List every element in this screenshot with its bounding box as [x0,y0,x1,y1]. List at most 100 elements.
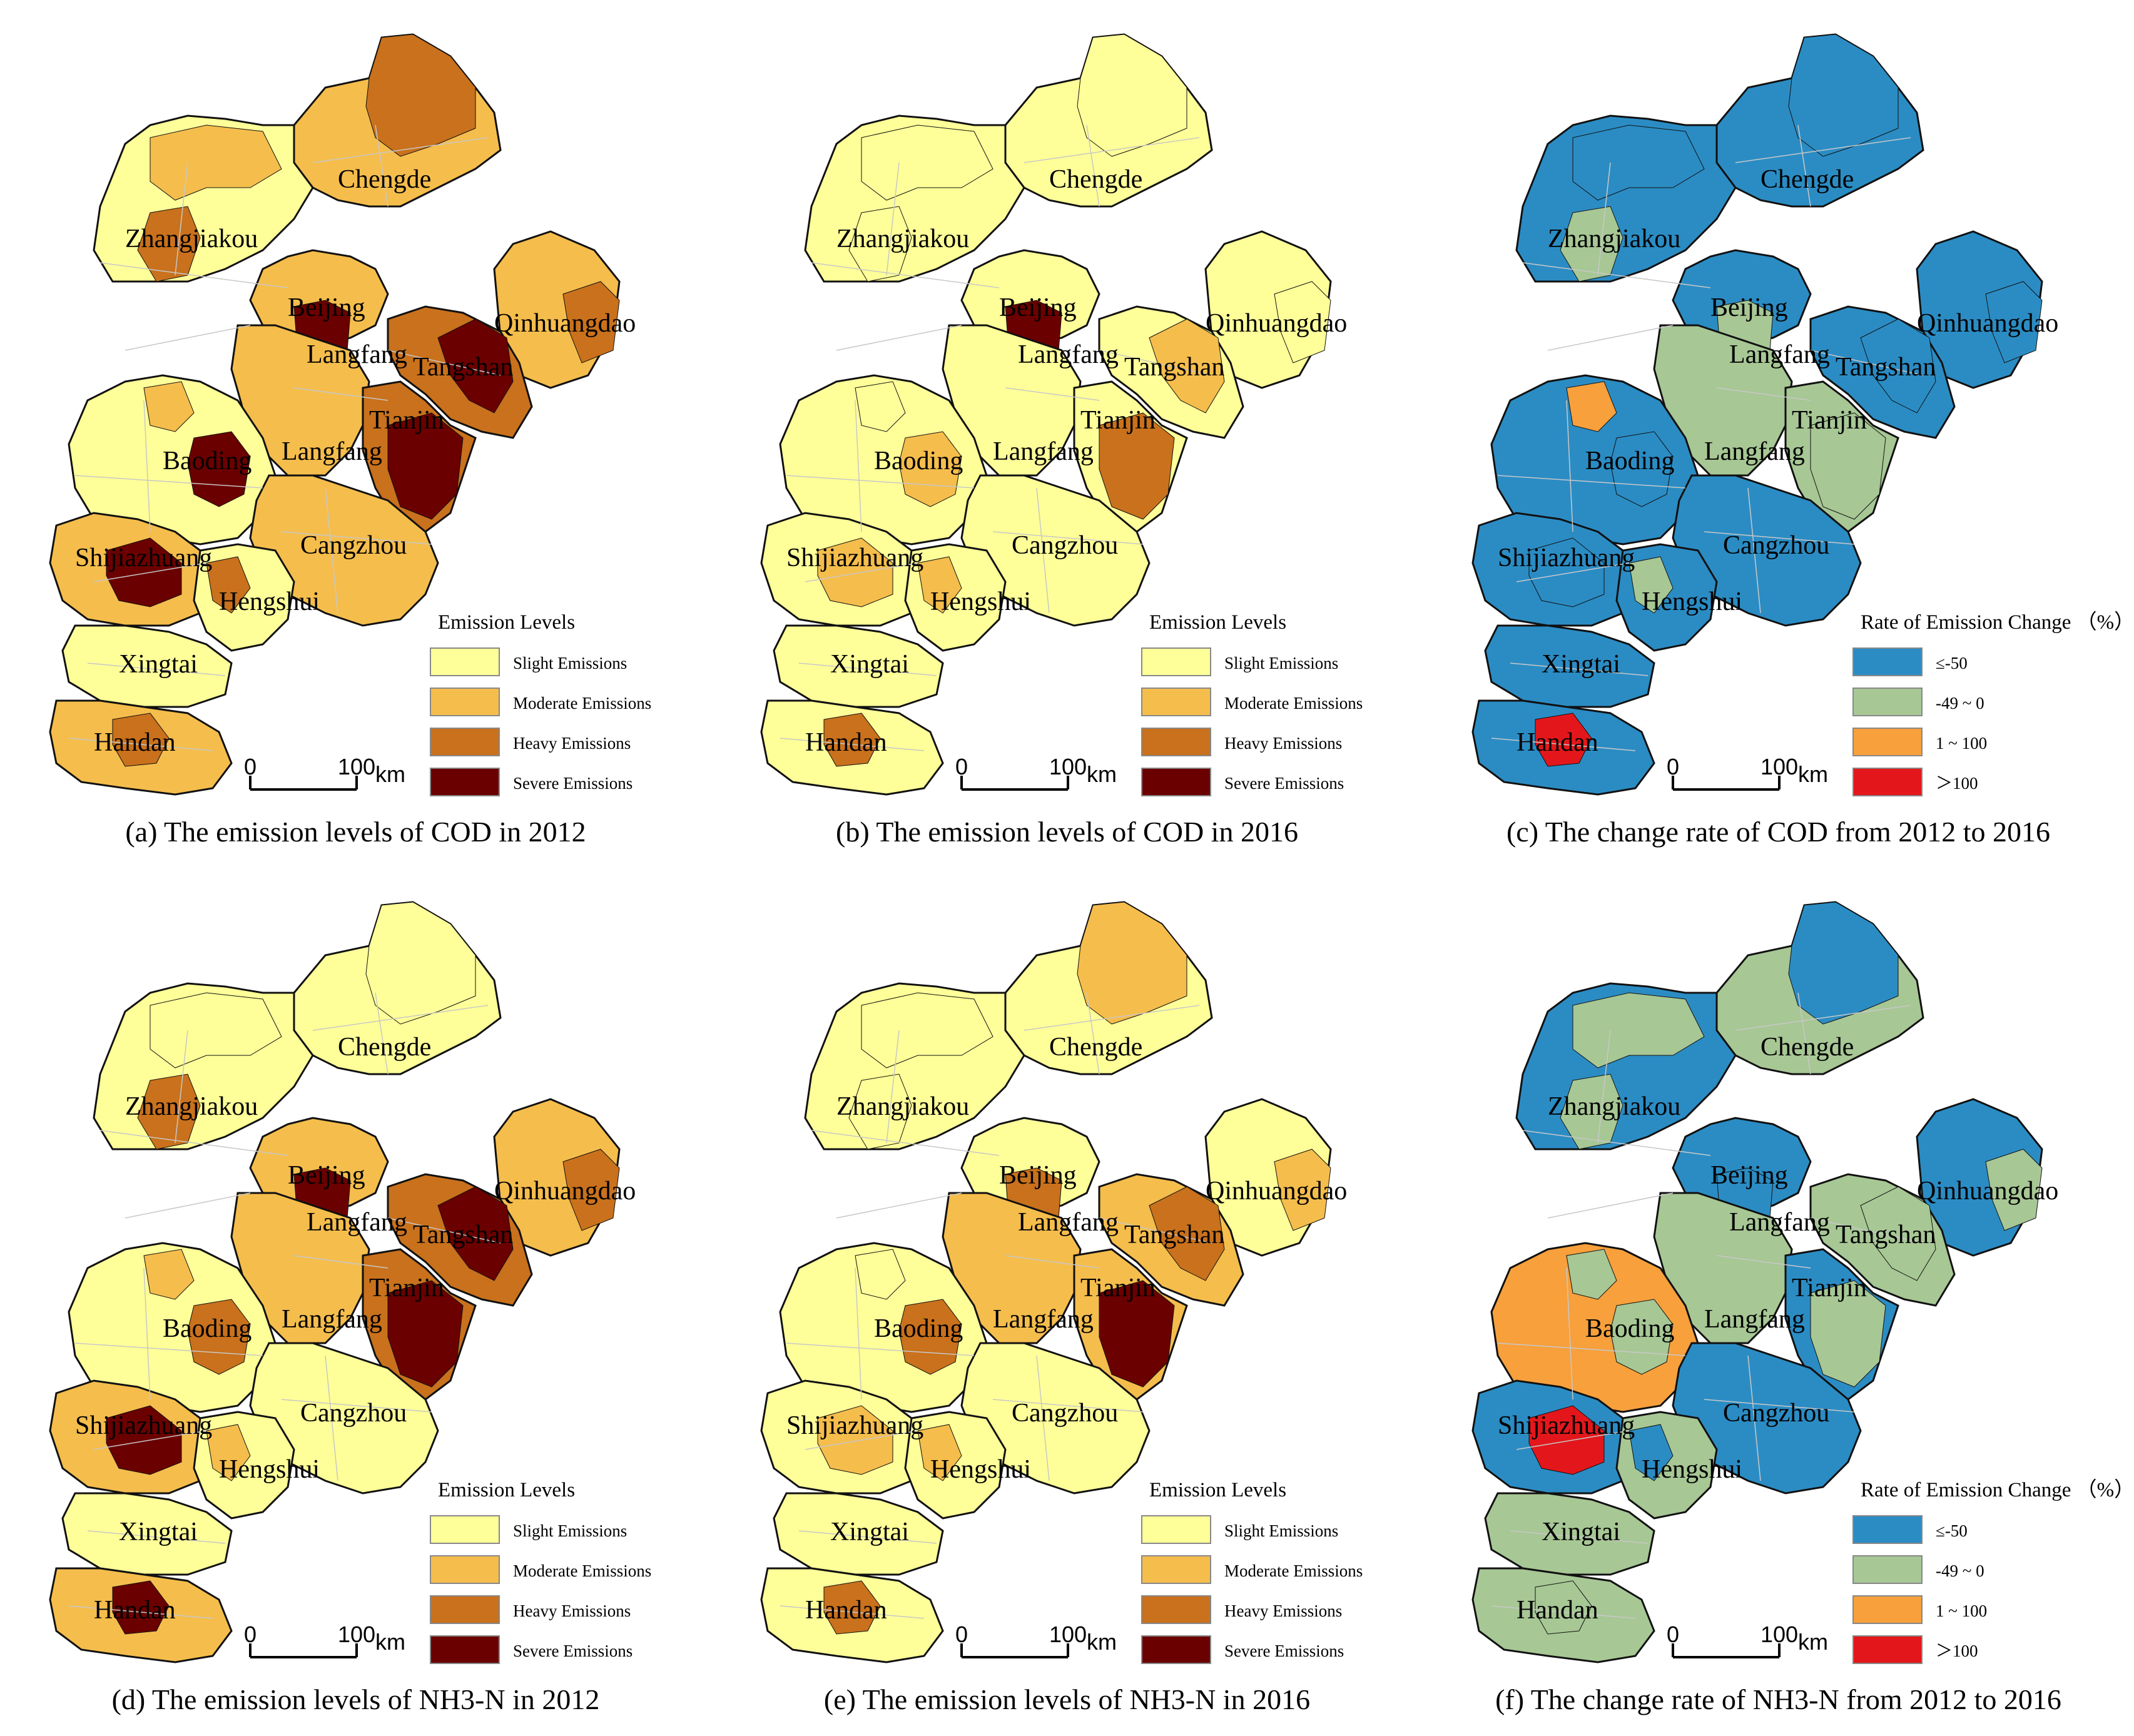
label-handan: Handan [805,1596,887,1625]
county-line [811,262,1000,288]
city-labels: Chengde Zhangjiakou Beijing Qinhuangdao … [1498,1033,2058,1625]
map-panel-f: Chengde Zhangjiakou Beijing Qinhuangdao … [1423,868,2134,1735]
region-chengde-north [1077,34,1187,157]
label-tangshan: Tangshan [413,353,513,382]
county-line [1716,387,1811,401]
label-zhangjiakou: Zhangjiakou [836,1092,969,1121]
label-handan: Handan [94,1596,176,1625]
label-beijing: Beijing [1710,1161,1788,1190]
label-shijiazhuang: Shijiazhuang [75,1411,212,1440]
label-tianjin: Tianjin [1080,1274,1156,1302]
label-cangzhou: Cangzhou [1012,1399,1118,1428]
county-line [1024,1005,1200,1031]
region-xingtai [61,1492,233,1576]
label-cangzhou: Cangzhou [1012,531,1118,560]
county-line [1522,262,1711,288]
label-cangzhou: Cangzhou [300,531,407,560]
legend-swatch-0 [1141,647,1211,676]
scale-unit: km [1798,1629,1828,1655]
county-line [855,1267,862,1400]
county-line [325,487,338,614]
county-line [312,1005,489,1031]
legend: Emission Levels Slight Emissions Moderat… [430,611,651,796]
region-tangshan-core [1149,1186,1225,1281]
region-handan-core [1535,1580,1592,1635]
legend-swatch-2 [1141,728,1211,756]
region-qinhuangdao-sub [1274,281,1331,363]
region-hengshui-sub [1628,1424,1674,1481]
county-line [1735,1005,1911,1031]
legend-title: Rate of Emission Change （%） [1861,611,2134,634]
county-line [1704,531,1855,545]
legend-swatch-2 [430,728,500,756]
region-qinhuangdao-sub [562,1149,620,1231]
county-line [1099,350,1212,376]
label-shijiazhuang: Shijiazhuang [1498,1411,1635,1440]
label-beijing: Beijing [288,293,365,322]
region-zhangjiakou-sub2 [1560,206,1623,282]
county-line [1735,137,1911,163]
map-svg: Chengde Zhangjiakou Beijing Qinhuangdao … [1471,33,2134,796]
map-panel-c: Chengde Zhangjiakou Beijing Qinhuangdao … [1423,0,2134,868]
region-zhangjiakou-sub [861,124,993,201]
county-boundaries [68,124,501,751]
label-xingtai: Xingtai [830,650,909,679]
label-zhangjiakou: Zhangjiakou [125,225,258,253]
region-handan-core [823,1580,881,1635]
legend: Rate of Emission Change （%） ≤-50 -49 ~ 0… [1852,611,2134,796]
region-zhangjiakou-sub2 [1560,1074,1623,1150]
county-line [293,1255,389,1269]
legend-swatch-1 [1852,1555,1923,1584]
label-shijiazhuang: Shijiazhuang [75,544,212,572]
county-line [1522,1130,1711,1156]
label-langfang-south: Langfang [1704,437,1805,466]
label-chengde: Chengde [338,1033,431,1062]
legend-swatch-2 [430,1595,500,1624]
label-tianjin: Tianjin [1080,406,1156,435]
region-xingtai [61,624,233,708]
region-hengshui-sub [206,1424,251,1481]
region-layer [760,901,1332,1663]
county-line [1747,1355,1761,1481]
label-hengshui: Hengshui [930,587,1031,616]
legend-label-0: ≤-50 [1936,654,1968,673]
scale-hundred: 100 [1761,754,1798,779]
legend-swatch-2 [1141,1595,1211,1624]
region-layer [760,33,1332,796]
label-tangshan: Tangshan [1836,353,1936,382]
scale-zero: 0 [955,754,968,779]
legend-swatch-0 [430,647,500,676]
scale-hundred: 100 [338,1622,375,1647]
scale-hundred: 100 [1049,754,1087,779]
region-hengshui-sub [1628,556,1674,614]
legend-swatch-1 [430,688,500,716]
legend-swatch-3 [1141,1635,1211,1664]
label-chengde: Chengde [1049,165,1142,194]
legend: Rate of Emission Change （%） ≤-50 -49 ~ 0… [1852,1479,2134,1664]
region-hengshui-sub [917,1424,962,1481]
label-handan: Handan [805,728,887,757]
region-layer [1471,901,2043,1663]
legend-label-1: Moderate Emissions [1224,1561,1363,1580]
region-baoding-sub [855,1249,906,1300]
label-hengshui: Hengshui [1642,587,1742,616]
legend-label-2: 1 ~ 100 [1936,734,1987,753]
label-tangshan: Tangshan [1836,1221,1936,1249]
legend-swatch-3 [430,1635,500,1664]
county-line [1086,992,1100,1075]
region-layer [1471,33,2043,796]
label-beijing: Beijing [999,1161,1077,1190]
county-boundaries [68,992,501,1619]
region-zhangjiakou-sub [150,124,282,201]
label-zhangjiakou: Zhangjiakou [1548,1092,1680,1121]
map-panel-b: Chengde Zhangjiakou Beijing Qinhuangdao … [711,0,1423,868]
county-line [798,1530,937,1544]
county-line [1491,738,1636,751]
scale-bar: 0 100 km [244,1622,405,1658]
county-line [68,1605,213,1619]
legend: Emission Levels Slight Emissions Moderat… [1141,611,1363,796]
county-line [786,1343,975,1356]
label-tianjin: Tianjin [1792,1274,1867,1302]
legend-label-1: Moderate Emissions [513,1561,651,1580]
region-zhangjiakou-sub2 [137,1074,201,1150]
